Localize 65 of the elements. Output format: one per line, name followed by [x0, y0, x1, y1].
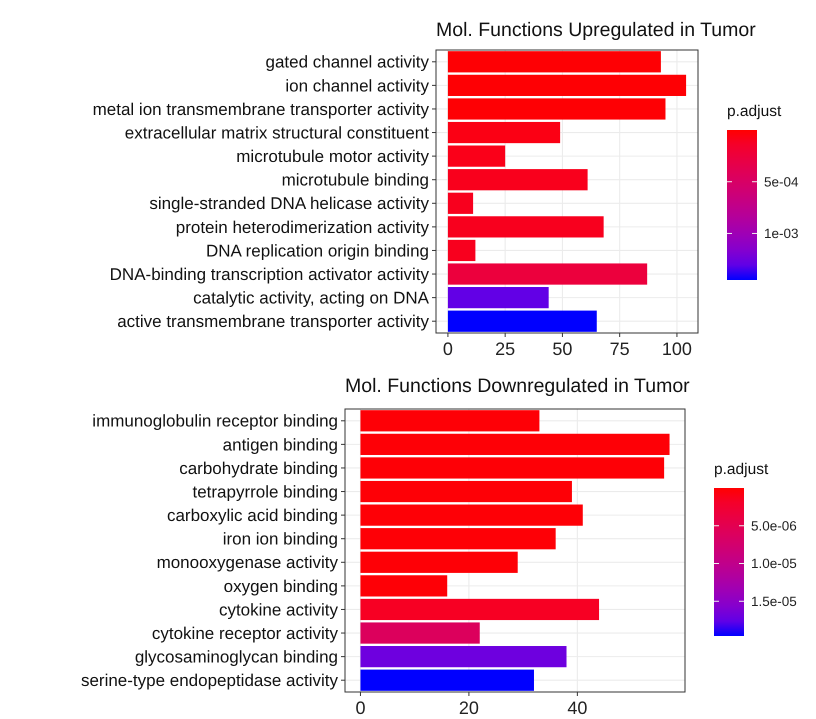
- color-bar-label: 5e-04: [764, 174, 800, 190]
- x-tick-label: 40: [567, 698, 588, 718]
- y-tick-label: cytokine activity: [218, 600, 338, 620]
- x-tick-label: 0: [442, 339, 453, 359]
- bar: [448, 74, 686, 96]
- bar: [448, 122, 560, 144]
- y-tick-label: tetrapyrrole binding: [192, 482, 338, 502]
- y-tick-label: DNA replication origin binding: [206, 241, 429, 260]
- y-tick-label: catalytic activity, acting on DNA: [193, 288, 430, 308]
- bar: [448, 98, 666, 120]
- y-tick-label: protein heterodimerization activity: [176, 218, 430, 237]
- bar: [360, 622, 480, 644]
- chart-title: Mol. Functions Downregulated in Tumor: [345, 375, 690, 397]
- bar: [448, 169, 588, 190]
- bar: [448, 240, 476, 262]
- x-tick-label: 50: [552, 339, 572, 359]
- chart-title: Mol. Functions Upregulated in Tumor: [436, 19, 756, 41]
- color-bar-label: 1e-03: [764, 226, 799, 242]
- y-tick-label: active transmembrane transporter activity: [117, 312, 430, 332]
- bar: [360, 410, 540, 432]
- bar: [360, 457, 664, 479]
- color-bar-title: p.adjust: [714, 461, 769, 478]
- color-bar-label: 1.5e-05: [751, 594, 797, 609]
- bar: [360, 575, 448, 596]
- bar: [448, 287, 549, 308]
- bar: [360, 670, 534, 691]
- y-tick-label: ion channel activity: [285, 76, 430, 96]
- y-tick-label: serine-type endopeptidase activity: [80, 671, 338, 690]
- x-tick-label: 75: [610, 339, 630, 359]
- bar: [448, 146, 506, 167]
- x-tick-label: 100: [662, 339, 692, 359]
- bar: [448, 216, 604, 238]
- bar: [360, 552, 518, 573]
- bar: [360, 598, 600, 620]
- y-tick-label: microtubule binding: [282, 170, 429, 190]
- y-tick-label: cytokine receptor activity: [152, 624, 338, 643]
- color-bar-label: 1.0e-05: [751, 556, 797, 572]
- color-bar-title: p.adjust: [727, 103, 782, 120]
- y-tick-label: glycosaminoglycan binding: [134, 648, 338, 667]
- bar: [360, 434, 670, 455]
- y-tick-label: DNA-binding transcription activator activity: [110, 264, 430, 284]
- y-tick-label: gated channel activity: [266, 52, 430, 72]
- y-tick-label: carboxylic acid binding: [166, 506, 338, 526]
- bar: [448, 310, 597, 332]
- x-tick-label: 20: [458, 698, 479, 718]
- y-tick-label: metal ion transmembrane transporter activity: [92, 100, 430, 119]
- bar: [360, 504, 583, 526]
- bar: [448, 51, 661, 72]
- y-tick-label: monooxygenase activity: [156, 553, 338, 572]
- bar: [360, 480, 572, 502]
- y-tick-label: extracellular matrix structural constituent: [124, 123, 430, 142]
- y-tick-label: microtubule motor activity: [236, 147, 430, 166]
- x-tick-label: 25: [495, 339, 516, 359]
- y-tick-label: oxygen binding: [224, 576, 338, 596]
- x-tick-label: 0: [355, 698, 366, 718]
- y-tick-label: antigen binding: [222, 435, 338, 454]
- y-tick-label: single-stranded DNA helicase activity: [149, 194, 430, 214]
- color-bar-label: 5.0e-06: [751, 518, 797, 534]
- y-tick-label: iron ion binding: [222, 530, 338, 549]
- bar: [360, 646, 567, 668]
- bar: [360, 528, 556, 550]
- bar: [448, 192, 474, 214]
- y-tick-label: immunoglobulin receptor binding: [92, 412, 338, 431]
- y-tick-label: carbohydrate binding: [179, 458, 338, 478]
- bar: [448, 263, 648, 285]
